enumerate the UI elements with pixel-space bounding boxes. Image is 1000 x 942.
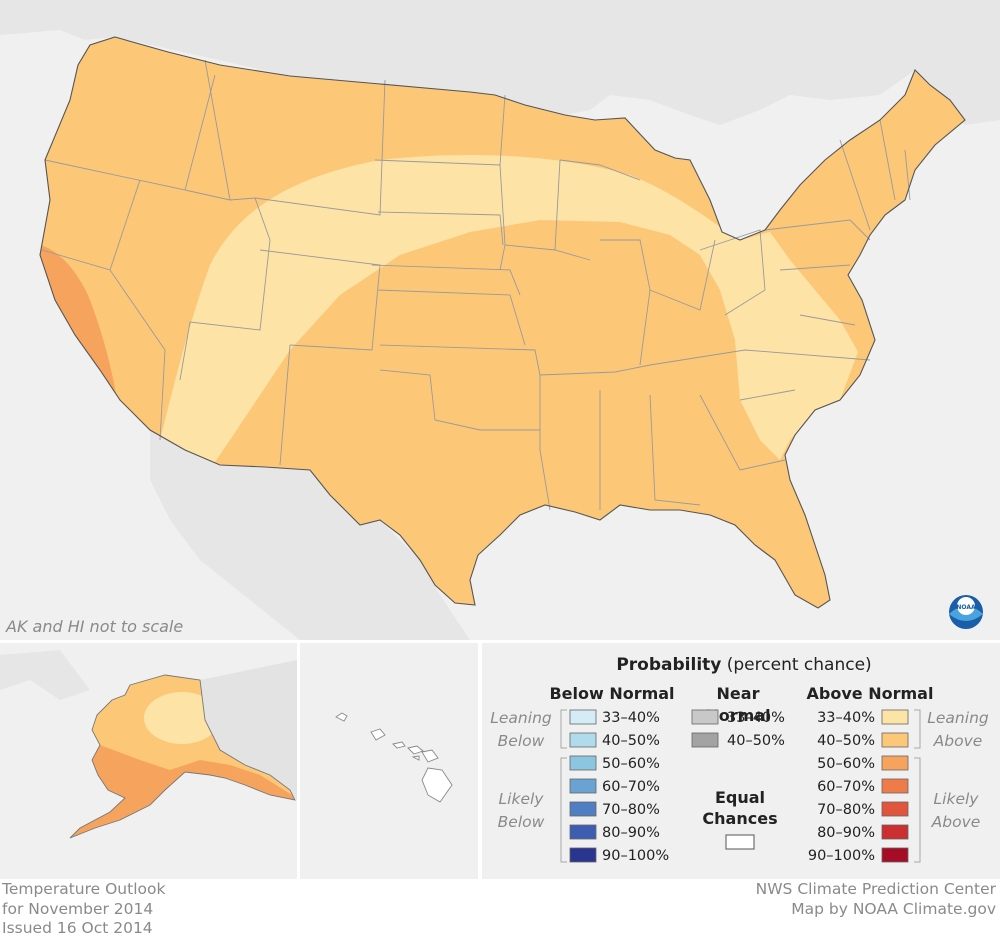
legend-above-bins: 33–40% 40–50% 50–60% 60–70% 70–80% 80–90% 90–1… (808, 709, 909, 864)
above-bin-swatch (881, 801, 909, 817)
above-normal-heading: Above Normal (807, 684, 934, 703)
above-bin-label: 40–50% (817, 733, 875, 749)
title-line1: Temperature Outlook (1, 880, 165, 898)
legend-near-bins: 33–40% 40–50% (691, 709, 785, 749)
below-bin-swatch (569, 732, 597, 748)
hawaii-islands (335, 712, 453, 803)
noaa-logo: NOAA (949, 595, 983, 629)
near-bin-swatch (691, 732, 719, 748)
below-bin-swatch (569, 824, 597, 840)
above-bin-swatch (881, 778, 909, 794)
scale-note: AK and HI not to scale (5, 617, 183, 636)
below-bin-label: 70–80% (602, 802, 660, 818)
title-line3: Issued 16 Oct 2014 (2, 919, 153, 937)
title-line2: for November 2014 (2, 900, 153, 918)
likely-below-line1: Likely (499, 790, 545, 808)
leaning-above-line1: Leaning (927, 709, 989, 727)
alaska-above-33-40 (144, 692, 220, 744)
conus-outline (39, 36, 966, 609)
likely-above-line1: Likely (934, 790, 980, 808)
above-bin-label: 80–90% (817, 825, 875, 841)
equal-chances-line1: Equal (715, 788, 765, 807)
noaa-logo-text: NOAA (956, 604, 976, 611)
above-bin-swatch (881, 824, 909, 840)
mexico-landmass (150, 430, 470, 640)
below-bin-swatch (569, 709, 597, 725)
above-bin-swatch (881, 709, 909, 725)
above-bin-label: 90–100% (808, 848, 875, 864)
legend-below-bins: 33–40% 40–50% 50–60% 60–70% 70–80% 80–90% 90–1… (569, 709, 669, 864)
canada-landmass (0, 0, 1000, 125)
credit-line1: NWS Climate Prediction Center (756, 880, 997, 898)
equal-chances-line2: Chances (702, 809, 777, 828)
leaning-below-line1: Leaning (490, 709, 552, 727)
above-bin-swatch (881, 847, 909, 863)
below-bin-swatch (569, 778, 597, 794)
equal-chances-swatch (725, 834, 755, 850)
near-normal-heading-line2: Normal (705, 706, 770, 725)
below-bin-label: 40–50% (602, 733, 660, 749)
alaska-outline (69, 674, 296, 839)
near-bin-swatch (691, 709, 719, 725)
likely-below-line2: Below (498, 813, 545, 831)
legend-title-bold: Probability (616, 655, 721, 675)
above-bin-swatch (881, 732, 909, 748)
legend-title: Probability (percent chance) (616, 655, 871, 675)
below-bin-swatch (569, 847, 597, 863)
near-bin-label: 40–50% (727, 733, 785, 749)
above-bin-label: 60–70% (817, 779, 875, 795)
above-bin-label: 33–40% (817, 710, 875, 726)
below-bin-label: 80–90% (602, 825, 660, 841)
leaning-above-line2: Above (933, 732, 983, 750)
likely-above-line2: Above (931, 813, 981, 831)
leaning-below-line2: Below (498, 732, 545, 750)
below-bin-label: 50–60% (602, 756, 660, 772)
below-bin-swatch (569, 755, 597, 771)
below-bin-swatch (569, 801, 597, 817)
state-boundaries (41, 59, 911, 511)
above-bin-swatch (881, 755, 909, 771)
credit-line2: Map by NOAA Climate.gov (791, 900, 996, 918)
near-bin-label: 33–40% (727, 710, 785, 726)
below-normal-heading: Below Normal (549, 684, 674, 703)
russia-landmass (0, 650, 90, 700)
below-bin-label: 33–40% (602, 710, 660, 726)
below-bin-label: 90–100% (602, 848, 669, 864)
above-bin-label: 50–60% (817, 756, 875, 772)
above-33-40-area (160, 155, 858, 462)
legend-brackets (560, 709, 921, 863)
near-normal-heading-line1: Near (717, 684, 760, 703)
below-bin-label: 60–70% (602, 779, 660, 795)
canada-near-alaska (200, 660, 297, 800)
above-bin-label: 70–80% (817, 802, 875, 818)
hawaii-panel (300, 643, 478, 879)
legend-title-rest: (percent chance) (721, 655, 871, 675)
